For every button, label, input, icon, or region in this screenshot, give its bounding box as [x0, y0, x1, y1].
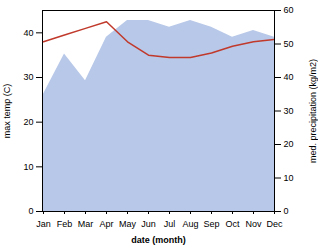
- svg-text:40: 40: [23, 28, 33, 38]
- svg-text:20: 20: [284, 139, 294, 149]
- svg-text:30: 30: [284, 106, 294, 116]
- svg-text:0: 0: [284, 206, 289, 216]
- svg-text:Nov: Nov: [245, 219, 262, 229]
- svg-text:Dec: Dec: [266, 219, 283, 229]
- svg-text:Aug: Aug: [182, 219, 198, 229]
- svg-text:max temp (C): max temp (C): [2, 84, 12, 139]
- svg-text:Jun: Jun: [141, 219, 156, 229]
- svg-text:med. precipitation (kg/m2): med. precipitation (kg/m2): [308, 59, 318, 163]
- svg-text:40: 40: [284, 72, 294, 82]
- svg-text:Feb: Feb: [57, 219, 73, 229]
- svg-text:20: 20: [23, 117, 33, 127]
- svg-text:60: 60: [284, 5, 294, 15]
- svg-text:Mar: Mar: [78, 219, 94, 229]
- svg-text:May: May: [119, 219, 137, 229]
- svg-text:date (month): date (month): [131, 235, 186, 245]
- svg-text:0: 0: [28, 206, 33, 216]
- svg-text:Apr: Apr: [99, 219, 113, 229]
- svg-text:50: 50: [284, 39, 294, 49]
- svg-text:Jan: Jan: [36, 219, 51, 229]
- svg-text:10: 10: [284, 173, 294, 183]
- svg-text:10: 10: [23, 162, 33, 172]
- svg-text:30: 30: [23, 72, 33, 82]
- svg-text:Jul: Jul: [164, 219, 176, 229]
- svg-text:Sep: Sep: [203, 219, 219, 229]
- svg-text:Oct: Oct: [225, 219, 240, 229]
